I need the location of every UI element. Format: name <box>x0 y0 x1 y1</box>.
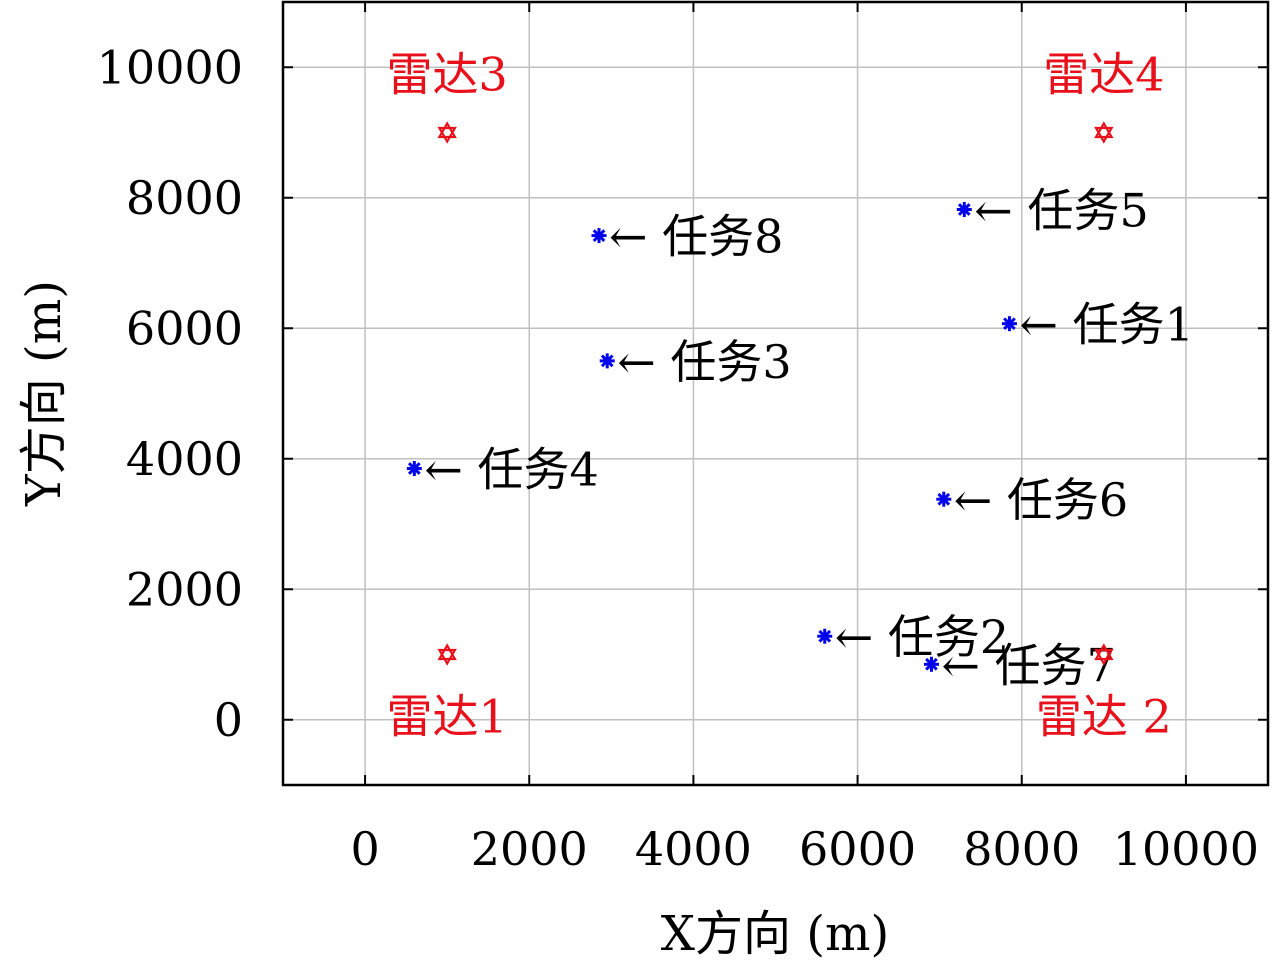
x-tick-label: 10000 <box>1113 822 1259 876</box>
radar-marker-triangle-up <box>437 643 457 661</box>
task-marker <box>1001 316 1017 332</box>
task-label: ← 任务2 <box>835 610 1009 664</box>
task-marker-stroke <box>592 229 606 242</box>
y-tick-label: 0 <box>214 693 243 747</box>
task-marker <box>599 353 615 369</box>
task-label: ← 任务1 <box>1019 298 1193 352</box>
radar-label: 雷达3 <box>387 48 508 102</box>
task-marker-stroke <box>600 354 614 368</box>
radar-marker <box>1094 121 1114 144</box>
task-marker-stroke <box>818 629 832 643</box>
radar-label: 雷达 2 <box>1036 690 1172 744</box>
x-tick-label: 2000 <box>471 822 588 876</box>
y-tick-label: 6000 <box>126 301 243 355</box>
task-label: ← 任务6 <box>954 473 1128 527</box>
task-marker <box>923 656 939 672</box>
radar-marker <box>1094 643 1114 666</box>
radar-marker-triangle-up <box>1094 643 1114 661</box>
task-label: ← 任务5 <box>974 183 1148 237</box>
task-label: ← 任务3 <box>617 335 791 389</box>
radar-label: 雷达4 <box>1043 48 1164 102</box>
radar-marker-triangle-up <box>437 121 457 139</box>
radar-marker-triangle-up <box>1094 121 1114 139</box>
task-marker-stroke <box>937 492 951 506</box>
task-marker <box>956 201 972 217</box>
task-marker-stroke <box>957 203 971 216</box>
task-marker-stroke <box>1003 317 1016 331</box>
radar-marker <box>437 121 457 144</box>
task-marker <box>406 461 422 477</box>
y-tick-label: 8000 <box>126 171 243 225</box>
chart-marks: ← 任务1 ← 任务2 ← 任务3 ← 任务4 ← 任务5 ← 任务6 ← 任务7 ← 任务8… <box>387 48 1194 744</box>
radar-marker-triangle-down <box>1094 126 1114 144</box>
x-tick-label: 4000 <box>635 822 752 876</box>
task-marker <box>817 628 833 644</box>
task-label: ← 任务8 <box>609 210 783 264</box>
task-marker-stroke <box>925 657 938 671</box>
y-tick-label: 10000 <box>97 40 243 94</box>
y-tick-label: 4000 <box>126 432 243 486</box>
grid <box>283 2 1268 785</box>
task-label: ← 任务7 <box>941 638 1115 692</box>
axis-ticks: 0 2000 4000 6000 8000 10000 0 2000 4000 6000 8000 1… <box>97 2 1268 876</box>
x-tick-label: 8000 <box>963 822 1080 876</box>
task-label: ← 任务4 <box>424 443 598 497</box>
task-marker <box>591 228 607 244</box>
y-axis-title: Y方向 (m) <box>16 280 72 507</box>
plot-frame <box>281 0 1270 787</box>
radar-marker <box>437 643 457 666</box>
task-marker-stroke <box>407 462 421 475</box>
radar-label: 雷达1 <box>387 690 508 744</box>
x-tick-label: 6000 <box>799 822 916 876</box>
radar-marker-triangle-down <box>437 648 457 666</box>
radar-marker-triangle-down <box>437 126 457 144</box>
x-tick-label: 0 <box>350 822 379 876</box>
radar-marker-triangle-down <box>1094 648 1114 666</box>
task-marker <box>936 491 952 507</box>
y-tick-label: 2000 <box>126 562 243 616</box>
x-axis-title: X方向 (m) <box>661 906 889 962</box>
